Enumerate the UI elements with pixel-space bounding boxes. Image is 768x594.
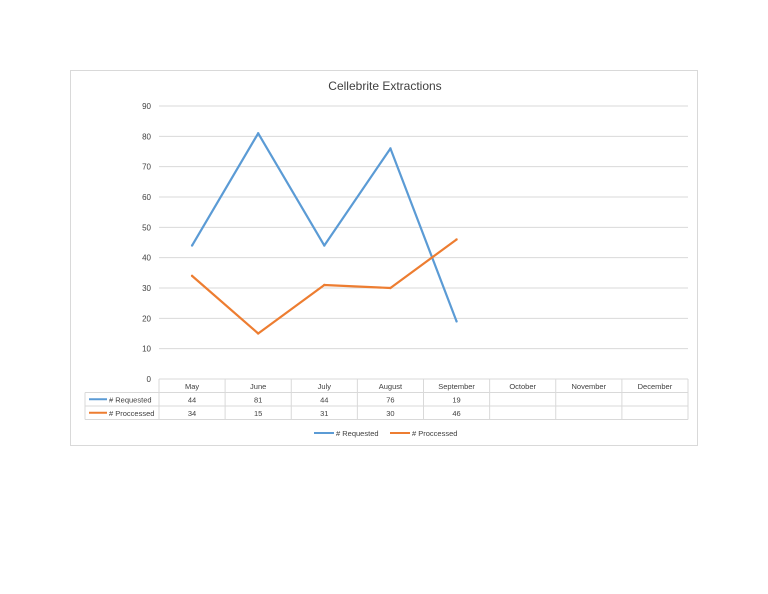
x-tick-label-september: September [438, 382, 475, 391]
x-tick-label-june: June [250, 382, 266, 391]
data-label: 46 [452, 409, 460, 418]
y-tick-label-10: 10 [142, 345, 151, 354]
table-series-label: # Requested [109, 395, 152, 404]
legend-entry: # Proccessed [412, 429, 457, 438]
y-tick-label-90: 90 [142, 102, 151, 111]
data-point [323, 244, 326, 247]
x-tick-label-november: November [572, 382, 607, 391]
data-point [256, 332, 260, 335]
data-label: 81 [254, 395, 262, 404]
chart-frame: Cellebrite Extractions 0 10 20 30 40 50 60 70 80… [70, 70, 698, 446]
y-tick-label-50: 50 [142, 223, 151, 232]
data-label: 44 [188, 395, 196, 404]
data-label: 15 [254, 409, 262, 418]
gridlines [159, 105, 688, 350]
y-tick-label-40: 40 [142, 254, 151, 263]
chart-title: Cellebrite Extractions [328, 79, 441, 93]
line-chart: Cellebrite Extractions 0 10 20 30 40 50 60 70 80… [84, 79, 689, 438]
x-tick-label-may: May [185, 382, 199, 391]
data-label: 30 [386, 409, 394, 418]
data-table: May June July August September October Novembe… [84, 378, 689, 420]
x-tick-label-august: August [379, 382, 403, 391]
y-axis: 0 10 20 30 40 50 60 70 80 90 [142, 102, 151, 384]
y-tick-label-0: 0 [147, 375, 152, 384]
y-tick-label-30: 30 [142, 284, 151, 293]
x-tick-label-july: July [318, 382, 332, 391]
y-tick-label-60: 60 [142, 193, 151, 202]
series-lines [190, 132, 458, 335]
data-label: 44 [320, 395, 328, 404]
x-tick-label-october: October [509, 382, 536, 391]
y-tick-label-20: 20 [142, 314, 151, 323]
table-series-label: # Proccessed [109, 409, 154, 418]
data-point [389, 286, 392, 290]
data-label: 76 [386, 395, 394, 404]
series-line-processed [191, 238, 458, 335]
x-tick-label-december: December [638, 382, 673, 391]
legend: # Requested # Proccessed [314, 429, 457, 438]
data-label: 31 [320, 409, 328, 418]
data-point [256, 132, 260, 135]
data-point [190, 244, 194, 247]
data-point [323, 283, 326, 287]
data-point [389, 147, 392, 150]
data-point [455, 238, 458, 241]
y-tick-label-70: 70 [142, 163, 151, 172]
legend-entry: # Requested [336, 429, 379, 438]
data-point [190, 274, 194, 278]
data-label: 19 [452, 395, 460, 404]
data-label: 34 [188, 409, 196, 418]
data-point [455, 320, 458, 323]
y-tick-label-80: 80 [142, 132, 151, 141]
